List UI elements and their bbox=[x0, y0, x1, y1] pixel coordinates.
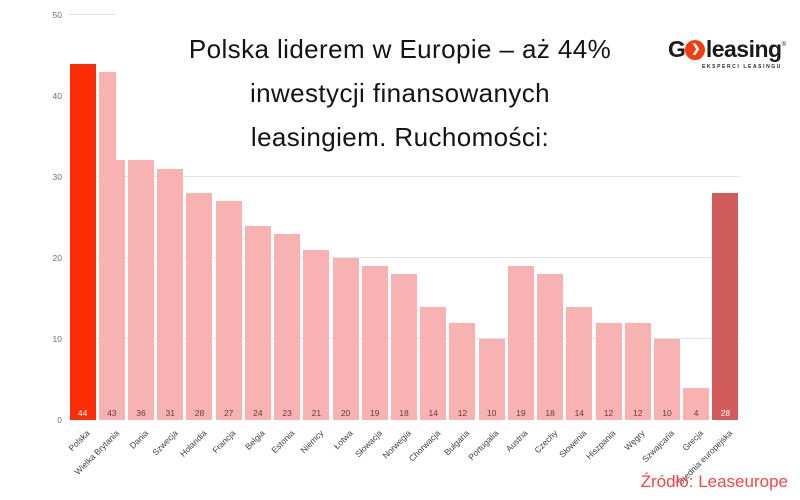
bar-Szwajcaria: 10 bbox=[653, 339, 680, 420]
bar-Słowenia: 14 bbox=[566, 306, 593, 420]
bar-value-label: 43 bbox=[107, 408, 117, 418]
bar-value-label: 14 bbox=[574, 408, 585, 418]
x-axis-label: Holandia bbox=[177, 428, 209, 459]
x-axis-label: Węgry bbox=[622, 428, 647, 453]
bar-value-label: 23 bbox=[282, 408, 292, 418]
bar-Węgry: 12 bbox=[624, 322, 651, 420]
title-line-3: leasingiem. Ruchomości: bbox=[250, 122, 550, 152]
registered-mark-icon: ® bbox=[781, 41, 786, 48]
bar-Bułgaria: 12 bbox=[449, 322, 476, 420]
x-axis-label: Łotwa bbox=[331, 428, 355, 452]
bar-Holandia: 28 bbox=[186, 193, 213, 420]
logo-row: G ❯ leasing ® bbox=[668, 36, 786, 63]
x-axis-label: Szwecja bbox=[149, 428, 180, 458]
bar-value-label: 31 bbox=[165, 408, 175, 418]
title-line-2: inwestycji finansowanych bbox=[249, 78, 551, 108]
logo-word-leasing: leasing bbox=[705, 36, 782, 62]
bar-Czechy: 18 bbox=[537, 274, 564, 420]
plot-area: 44 Polska 43 Wielka Brytania 36 Dania 31 Szwecj… bbox=[67, 14, 740, 487]
bar-Portugalia: 10 bbox=[478, 339, 505, 420]
y-axis-label: 20 bbox=[52, 253, 62, 263]
bar-Średnia europejska: 28 bbox=[712, 193, 739, 420]
bar-Norwegia: 18 bbox=[391, 274, 417, 420]
y-axis-label: 0 bbox=[57, 415, 62, 425]
title-line-1: Polska liderem w Europie – aż 44% bbox=[188, 34, 612, 64]
bar-value-label: 18 bbox=[545, 408, 555, 418]
bar-value-label: 21 bbox=[311, 408, 322, 418]
bar-value-label: 12 bbox=[457, 408, 468, 418]
x-axis-label: Portugalia bbox=[466, 428, 501, 463]
bar-value-label: 10 bbox=[662, 408, 672, 418]
y-axis-label: 50 bbox=[52, 10, 62, 20]
y-axis-label: 10 bbox=[52, 334, 62, 344]
logo: G ❯ leasing ® EKSPERCI LEASINGU bbox=[668, 36, 786, 70]
x-axis-label: Austria bbox=[504, 428, 530, 454]
bar-Szwecja: 31 bbox=[157, 168, 184, 420]
bar-value-label: 44 bbox=[77, 408, 88, 418]
y-axis-label: 40 bbox=[52, 91, 62, 101]
x-axis-label: Grecja bbox=[680, 428, 706, 453]
bar-value-label: 4 bbox=[693, 408, 699, 418]
bar-value-label: 20 bbox=[340, 408, 351, 418]
bar-Francja: 27 bbox=[215, 201, 242, 420]
bar-Chorwacja: 14 bbox=[420, 306, 447, 420]
bar-value-label: 19 bbox=[516, 408, 526, 418]
bar-value-label: 18 bbox=[399, 408, 409, 418]
gridline bbox=[68, 257, 740, 258]
y-axis-label: 30 bbox=[52, 172, 62, 182]
bar-value-label: 12 bbox=[603, 408, 614, 418]
bar-Łotwa: 20 bbox=[332, 258, 359, 420]
bar-value-label: 10 bbox=[486, 408, 497, 418]
bar-Estonia: 23 bbox=[274, 233, 301, 420]
bar-value-label: 36 bbox=[136, 408, 146, 418]
x-axis-label: Niemcy bbox=[298, 428, 326, 456]
bar-value-label: 19 bbox=[370, 408, 380, 418]
x-axis-label: Belgia bbox=[243, 428, 267, 452]
logo-letter-g: G bbox=[668, 36, 686, 62]
bar-value-label: 28 bbox=[194, 408, 205, 418]
x-axis-label: Hiszpania bbox=[584, 428, 618, 462]
x-axis-label: Dania bbox=[127, 428, 151, 451]
gridline bbox=[68, 176, 740, 177]
bar-value-label: 12 bbox=[633, 408, 643, 418]
source-note: Źródło: Leaseurope bbox=[640, 472, 788, 491]
bar-Austria: 19 bbox=[507, 266, 534, 420]
x-axis-label: Czechy bbox=[532, 428, 560, 456]
bar-Belgia: 24 bbox=[244, 225, 271, 420]
bar-Polska: 44 bbox=[69, 63, 96, 420]
logo-tagline: EKSPERCI LEASINGU bbox=[702, 64, 782, 70]
bar-value-label: 28 bbox=[720, 408, 731, 418]
bar-Dania: 36 bbox=[128, 128, 155, 420]
logo-circle: ❯ bbox=[684, 39, 705, 60]
x-axis-label: Słowacja bbox=[352, 428, 384, 460]
bar-Grecja: 4 bbox=[683, 387, 710, 420]
chevron-right-icon: ❯ bbox=[691, 43, 701, 55]
bar-Słowacja: 19 bbox=[361, 266, 388, 420]
bar-value-label: 14 bbox=[428, 408, 438, 418]
bar-Niemcy: 21 bbox=[303, 249, 330, 420]
x-axis-label: Francja bbox=[210, 428, 238, 456]
bar-Hiszpania: 12 bbox=[595, 322, 622, 420]
title-background bbox=[116, 0, 792, 160]
chart-title: Polska liderem w Europie – aż 44% inwest… bbox=[130, 27, 670, 159]
bar-value-label: 24 bbox=[253, 408, 263, 418]
x-axis-label: Polska bbox=[66, 428, 92, 454]
bar-value-label: 27 bbox=[223, 408, 234, 418]
x-axis-label: Estonia bbox=[269, 428, 297, 456]
